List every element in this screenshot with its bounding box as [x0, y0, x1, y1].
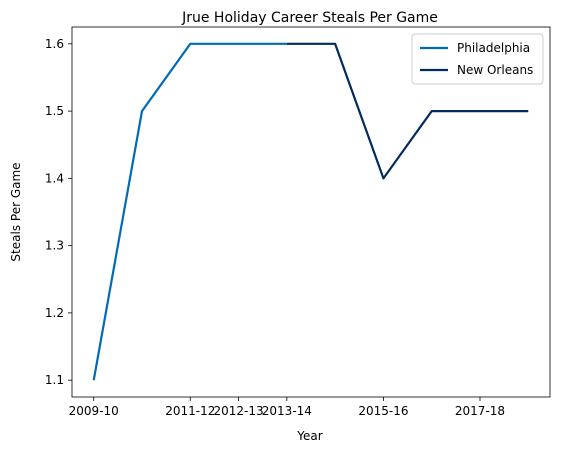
y-tick-label: 1.4: [45, 171, 64, 185]
x-tick-label: 2015-16: [358, 404, 408, 418]
legend-label-philadelphia: Philadelphia: [457, 41, 530, 55]
y-tick-label: 1.6: [45, 37, 64, 51]
legend: Philadelphia New Orleans: [411, 33, 544, 85]
plot-area-frame: [71, 26, 551, 398]
series-line-philadelphia: [92, 42, 287, 381]
legend-box: [411, 33, 544, 85]
y-tick-label: 1.1: [45, 373, 64, 387]
series-lines: [92, 42, 529, 381]
x-tick-label: 2012-13: [214, 404, 264, 418]
y-axis-label: Steals Per Game: [9, 162, 23, 261]
y-tick-label: 1.3: [45, 239, 64, 253]
y-tick-label: 1.5: [45, 104, 64, 118]
x-tick-label: 2017-18: [455, 404, 505, 418]
legend-label-new-orleans: New Orleans: [457, 63, 533, 77]
x-tick-label: 2013-14: [262, 404, 312, 418]
x-tick-label: 2011-12: [165, 404, 215, 418]
x-tick-label: 2009-10: [69, 404, 119, 418]
x-axis-label: Year: [296, 429, 322, 443]
series-line-new-orleans: [286, 42, 529, 180]
chart-title: Jrue Holiday Career Steals Per Game: [181, 10, 438, 26]
y-tick-label: 1.2: [45, 306, 64, 320]
